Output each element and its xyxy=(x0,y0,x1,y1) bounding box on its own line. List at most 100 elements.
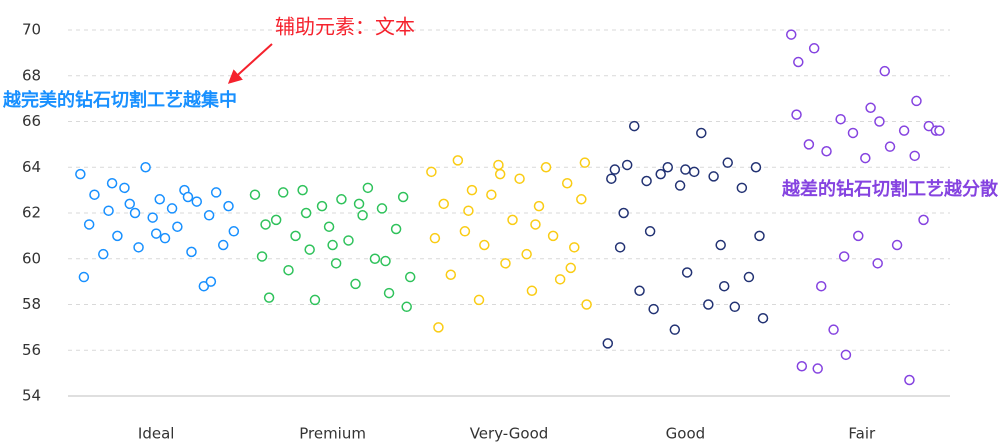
point xyxy=(369,253,381,264)
point xyxy=(579,157,591,168)
point xyxy=(860,152,871,164)
annotation: 越完美的钻石切割工艺越集中 xyxy=(2,89,237,111)
point xyxy=(182,191,194,203)
point xyxy=(256,251,268,262)
y-tick-label: 66 xyxy=(22,112,41,130)
point xyxy=(581,299,592,310)
point xyxy=(898,125,910,136)
point xyxy=(847,127,859,139)
point xyxy=(669,324,681,335)
point xyxy=(260,219,271,230)
point xyxy=(397,191,409,203)
point xyxy=(722,157,733,168)
x-tick-label: Fair xyxy=(848,425,876,443)
point xyxy=(316,200,328,212)
labels: 54 56 58 60 62 64 66 68 70 Ideal Premium Very-Good G… xyxy=(2,15,999,443)
point xyxy=(390,223,402,235)
point xyxy=(808,43,820,54)
point xyxy=(796,361,808,372)
point xyxy=(433,322,444,333)
point xyxy=(479,239,490,251)
point xyxy=(884,141,896,152)
point xyxy=(872,258,883,269)
point xyxy=(300,207,312,219)
x-tick-label: Ideal xyxy=(138,425,175,443)
point xyxy=(838,251,850,262)
point xyxy=(547,230,559,242)
point xyxy=(576,194,587,205)
point xyxy=(540,162,552,173)
point xyxy=(362,182,374,194)
point xyxy=(791,109,802,120)
point xyxy=(493,159,504,171)
grid xyxy=(68,29,950,397)
point xyxy=(327,239,338,251)
point xyxy=(494,168,506,180)
point xyxy=(445,269,457,281)
point xyxy=(618,207,629,219)
point xyxy=(89,189,100,200)
point xyxy=(277,187,289,198)
point xyxy=(98,248,109,260)
point xyxy=(191,196,203,207)
y-tick-label: 58 xyxy=(22,295,41,313)
point xyxy=(530,219,541,230)
point xyxy=(688,166,700,178)
y-tick-label: 70 xyxy=(22,21,41,39)
point xyxy=(210,187,222,198)
point xyxy=(648,303,659,315)
point xyxy=(821,145,832,157)
point xyxy=(736,182,748,194)
point xyxy=(609,164,621,175)
point xyxy=(350,278,361,290)
point xyxy=(404,271,416,283)
point xyxy=(750,162,762,173)
point xyxy=(357,210,368,221)
point xyxy=(263,292,275,303)
point xyxy=(507,214,518,226)
point xyxy=(828,324,839,335)
point xyxy=(680,164,691,175)
point xyxy=(112,230,123,242)
point xyxy=(159,232,171,244)
point xyxy=(865,102,876,114)
point xyxy=(641,175,652,187)
point xyxy=(129,207,141,219)
point xyxy=(526,285,538,297)
point xyxy=(757,312,769,324)
point xyxy=(401,301,412,313)
point xyxy=(429,232,441,244)
point xyxy=(78,271,90,283)
point xyxy=(166,203,178,214)
point xyxy=(718,280,730,292)
annotation: 越差的钻石切割工艺越分散 xyxy=(781,178,999,200)
point xyxy=(330,258,342,269)
point xyxy=(911,95,922,107)
point xyxy=(674,180,686,191)
point xyxy=(376,203,388,214)
point xyxy=(793,56,804,68)
point xyxy=(561,178,573,189)
point xyxy=(514,173,525,184)
point xyxy=(353,198,365,210)
point xyxy=(486,189,497,200)
point xyxy=(119,182,130,194)
point xyxy=(249,189,261,200)
point xyxy=(715,239,726,251)
x-tick-label: Good xyxy=(666,425,706,443)
point xyxy=(918,214,929,226)
point xyxy=(283,264,294,276)
annotation: 辅助元素：文本 xyxy=(275,15,415,39)
point xyxy=(83,219,95,230)
point xyxy=(681,267,693,278)
point xyxy=(662,162,674,173)
point xyxy=(934,125,945,136)
point xyxy=(172,221,183,232)
point xyxy=(323,221,335,232)
point xyxy=(463,205,474,216)
point xyxy=(304,244,315,255)
point xyxy=(634,285,645,297)
point xyxy=(703,299,714,310)
point xyxy=(150,228,162,239)
